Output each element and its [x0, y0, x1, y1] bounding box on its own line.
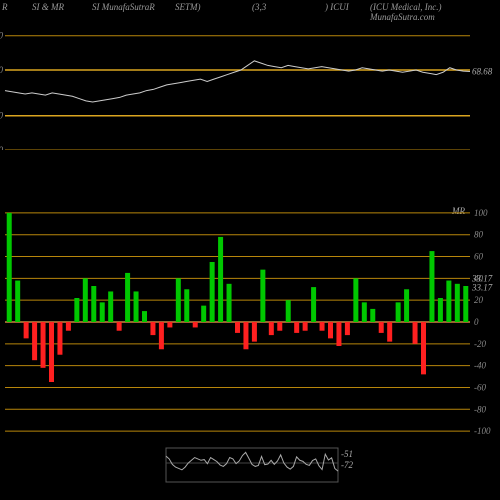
mr-bar — [227, 284, 232, 322]
mr-bar — [176, 278, 181, 322]
header-label: ) ICUI — [325, 2, 349, 12]
spark-end-label: -51 — [341, 449, 353, 459]
mr-bar — [243, 322, 248, 349]
mr-bar — [134, 291, 139, 322]
svg-text:20: 20 — [474, 295, 484, 305]
mr-bar — [320, 322, 325, 331]
mr-bar — [396, 302, 401, 322]
mr-bar — [463, 286, 468, 322]
mr-bar — [286, 300, 291, 322]
price-panel: 0 30 70 100 68.68 — [0, 30, 500, 150]
svg-text:-60: -60 — [474, 382, 486, 392]
mr-bar — [159, 322, 164, 349]
price-current-value: 68.68 — [472, 67, 493, 77]
mr-bar — [15, 281, 20, 322]
svg-text:100: 100 — [474, 208, 488, 218]
mr-bar — [218, 237, 223, 322]
mr-bar — [404, 289, 409, 322]
mr-bar — [311, 287, 316, 322]
mr-bar — [201, 306, 206, 322]
svg-text:-40: -40 — [474, 361, 486, 371]
mr-bar — [184, 289, 189, 322]
mr-bar — [32, 322, 37, 360]
sparkline-panel: -51-72 — [0, 446, 500, 486]
header-label: (ICU Medical, Inc.) MunafaSutra.com — [370, 2, 500, 22]
mr-bar — [252, 322, 257, 342]
mr-bar — [91, 286, 96, 322]
mr-bar — [7, 213, 12, 322]
mr-bar — [260, 270, 265, 322]
svg-text:30: 30 — [0, 111, 4, 121]
mr-bar — [125, 273, 130, 322]
mr-bar — [362, 302, 367, 322]
mr-bar — [413, 322, 418, 344]
svg-text:80: 80 — [474, 230, 484, 240]
mr-bar — [74, 298, 79, 322]
mr-bar — [167, 322, 172, 327]
header-label: (3,3 — [252, 2, 266, 12]
mr-bar — [303, 322, 308, 331]
header-label: SI MunafaSutraR — [92, 2, 155, 12]
mr-bar — [387, 322, 392, 342]
mr-bar — [429, 251, 434, 322]
mr-bar — [455, 284, 460, 322]
mr-bar — [294, 322, 299, 333]
mr-bar — [193, 322, 198, 327]
mr-bar — [345, 322, 350, 335]
mr-bar — [210, 262, 215, 322]
mr-bar — [353, 278, 358, 322]
mr-title: MR — [451, 206, 465, 216]
svg-text:60: 60 — [474, 252, 484, 262]
svg-text:70: 70 — [0, 65, 4, 75]
svg-text:0: 0 — [0, 145, 4, 150]
mr-bar — [438, 298, 443, 322]
mr-bar — [328, 322, 333, 338]
svg-text:0: 0 — [474, 317, 479, 327]
mr-bar — [83, 278, 88, 322]
spark-end-label: -72 — [341, 460, 353, 470]
mr-current-value: 33.17 — [471, 282, 493, 292]
header-label: SETM) — [175, 2, 201, 12]
mr-bar-panel: MR-100-80-60-40-2002040608010033.1733.17 — [0, 202, 500, 442]
mr-bar — [57, 322, 62, 355]
svg-text:-100: -100 — [474, 426, 491, 436]
mr-bar — [24, 322, 29, 338]
header-label: SI & MR — [32, 2, 64, 12]
mr-bar — [41, 322, 46, 368]
svg-text:-20: -20 — [474, 339, 486, 349]
mr-bar — [66, 322, 71, 331]
mr-bar — [370, 309, 375, 322]
mr-bar — [108, 291, 113, 322]
svg-text:100: 100 — [0, 31, 4, 41]
header-label: R — [2, 2, 8, 12]
mr-bar — [277, 322, 282, 331]
mr-bar — [142, 311, 147, 322]
mr-bar — [150, 322, 155, 335]
mr-bar — [49, 322, 54, 382]
mr-bar — [421, 322, 426, 374]
svg-text:-80: -80 — [474, 404, 486, 414]
mr-bar — [379, 322, 384, 333]
mr-bar — [117, 322, 122, 331]
mr-bar — [235, 322, 240, 333]
mr-bar — [100, 302, 105, 322]
mr-bar — [269, 322, 274, 335]
mr-bar — [336, 322, 341, 346]
mr-bar — [446, 281, 451, 322]
